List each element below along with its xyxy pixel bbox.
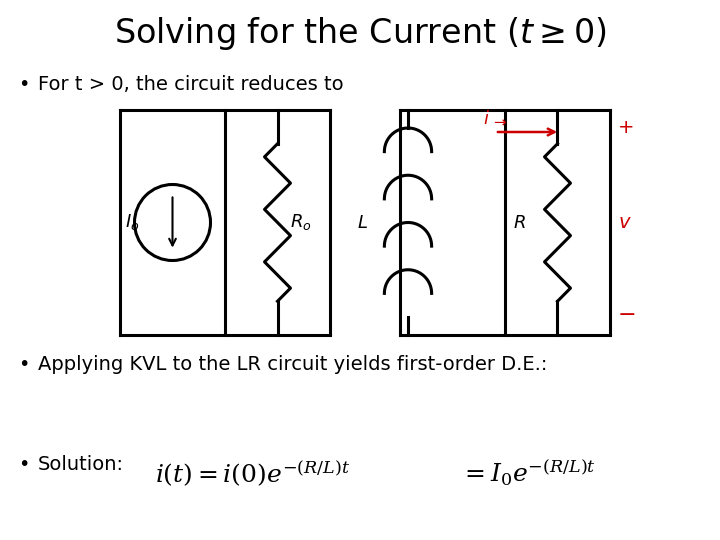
- Text: $= I_0e^{-(R/L)t}$: $= I_0e^{-(R/L)t}$: [460, 458, 596, 488]
- Text: Applying KVL to the LR circuit yields first-order D.E.:: Applying KVL to the LR circuit yields fi…: [38, 355, 547, 374]
- Text: $i(t) = i(0)e^{-(R/L)t}$: $i(t) = i(0)e^{-(R/L)t}$: [155, 458, 351, 488]
- Text: •: •: [18, 355, 30, 374]
- Text: $v$: $v$: [618, 213, 631, 232]
- Text: Solution:: Solution:: [38, 455, 124, 474]
- Text: $L$: $L$: [357, 213, 368, 232]
- Text: Solving for the Current ($t \geq 0$): Solving for the Current ($t \geq 0$): [114, 15, 606, 52]
- Text: •: •: [18, 455, 30, 474]
- Text: •: •: [18, 75, 30, 94]
- Text: →: →: [493, 115, 505, 130]
- Text: $i$: $i$: [483, 110, 490, 128]
- Text: +: +: [618, 118, 634, 137]
- Text: $I_o$: $I_o$: [125, 213, 140, 233]
- Text: $R_o$: $R_o$: [289, 213, 311, 233]
- Text: For t > 0, the circuit reduces to: For t > 0, the circuit reduces to: [38, 75, 343, 94]
- Text: $R$: $R$: [513, 213, 526, 232]
- Text: −: −: [618, 305, 636, 325]
